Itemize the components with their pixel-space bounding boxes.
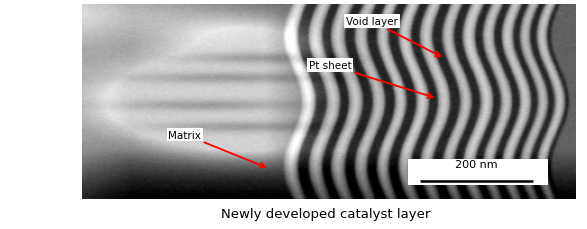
Text: Void layer: Void layer: [346, 17, 440, 57]
FancyBboxPatch shape: [407, 159, 548, 185]
Text: 200 nm: 200 nm: [456, 159, 498, 169]
Text: Pt sheet: Pt sheet: [309, 61, 433, 98]
Text: Newly developed catalyst layer: Newly developed catalyst layer: [221, 207, 430, 220]
Text: Matrix: Matrix: [168, 130, 265, 168]
